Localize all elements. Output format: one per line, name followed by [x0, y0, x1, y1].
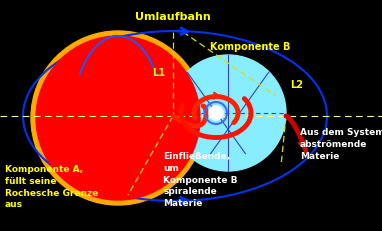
Circle shape [209, 106, 223, 120]
Text: Komponente A,
füllt seine
Rochesche Grenze
aus: Komponente A, füllt seine Rochesche Gren… [5, 165, 98, 209]
Text: L2: L2 [290, 80, 303, 90]
Text: Komponente B: Komponente B [210, 42, 290, 52]
Text: Einfließende,
um
Komponente B
spiralende
Materie: Einfließende, um Komponente B spiralende… [163, 152, 238, 208]
Circle shape [170, 55, 286, 171]
Circle shape [31, 31, 205, 205]
Text: L1: L1 [152, 68, 165, 78]
Circle shape [36, 36, 200, 200]
Text: Aus dem System
abströmende
Materie: Aus dem System abströmende Materie [300, 128, 382, 161]
Text: Umlaufbahn: Umlaufbahn [135, 12, 211, 22]
